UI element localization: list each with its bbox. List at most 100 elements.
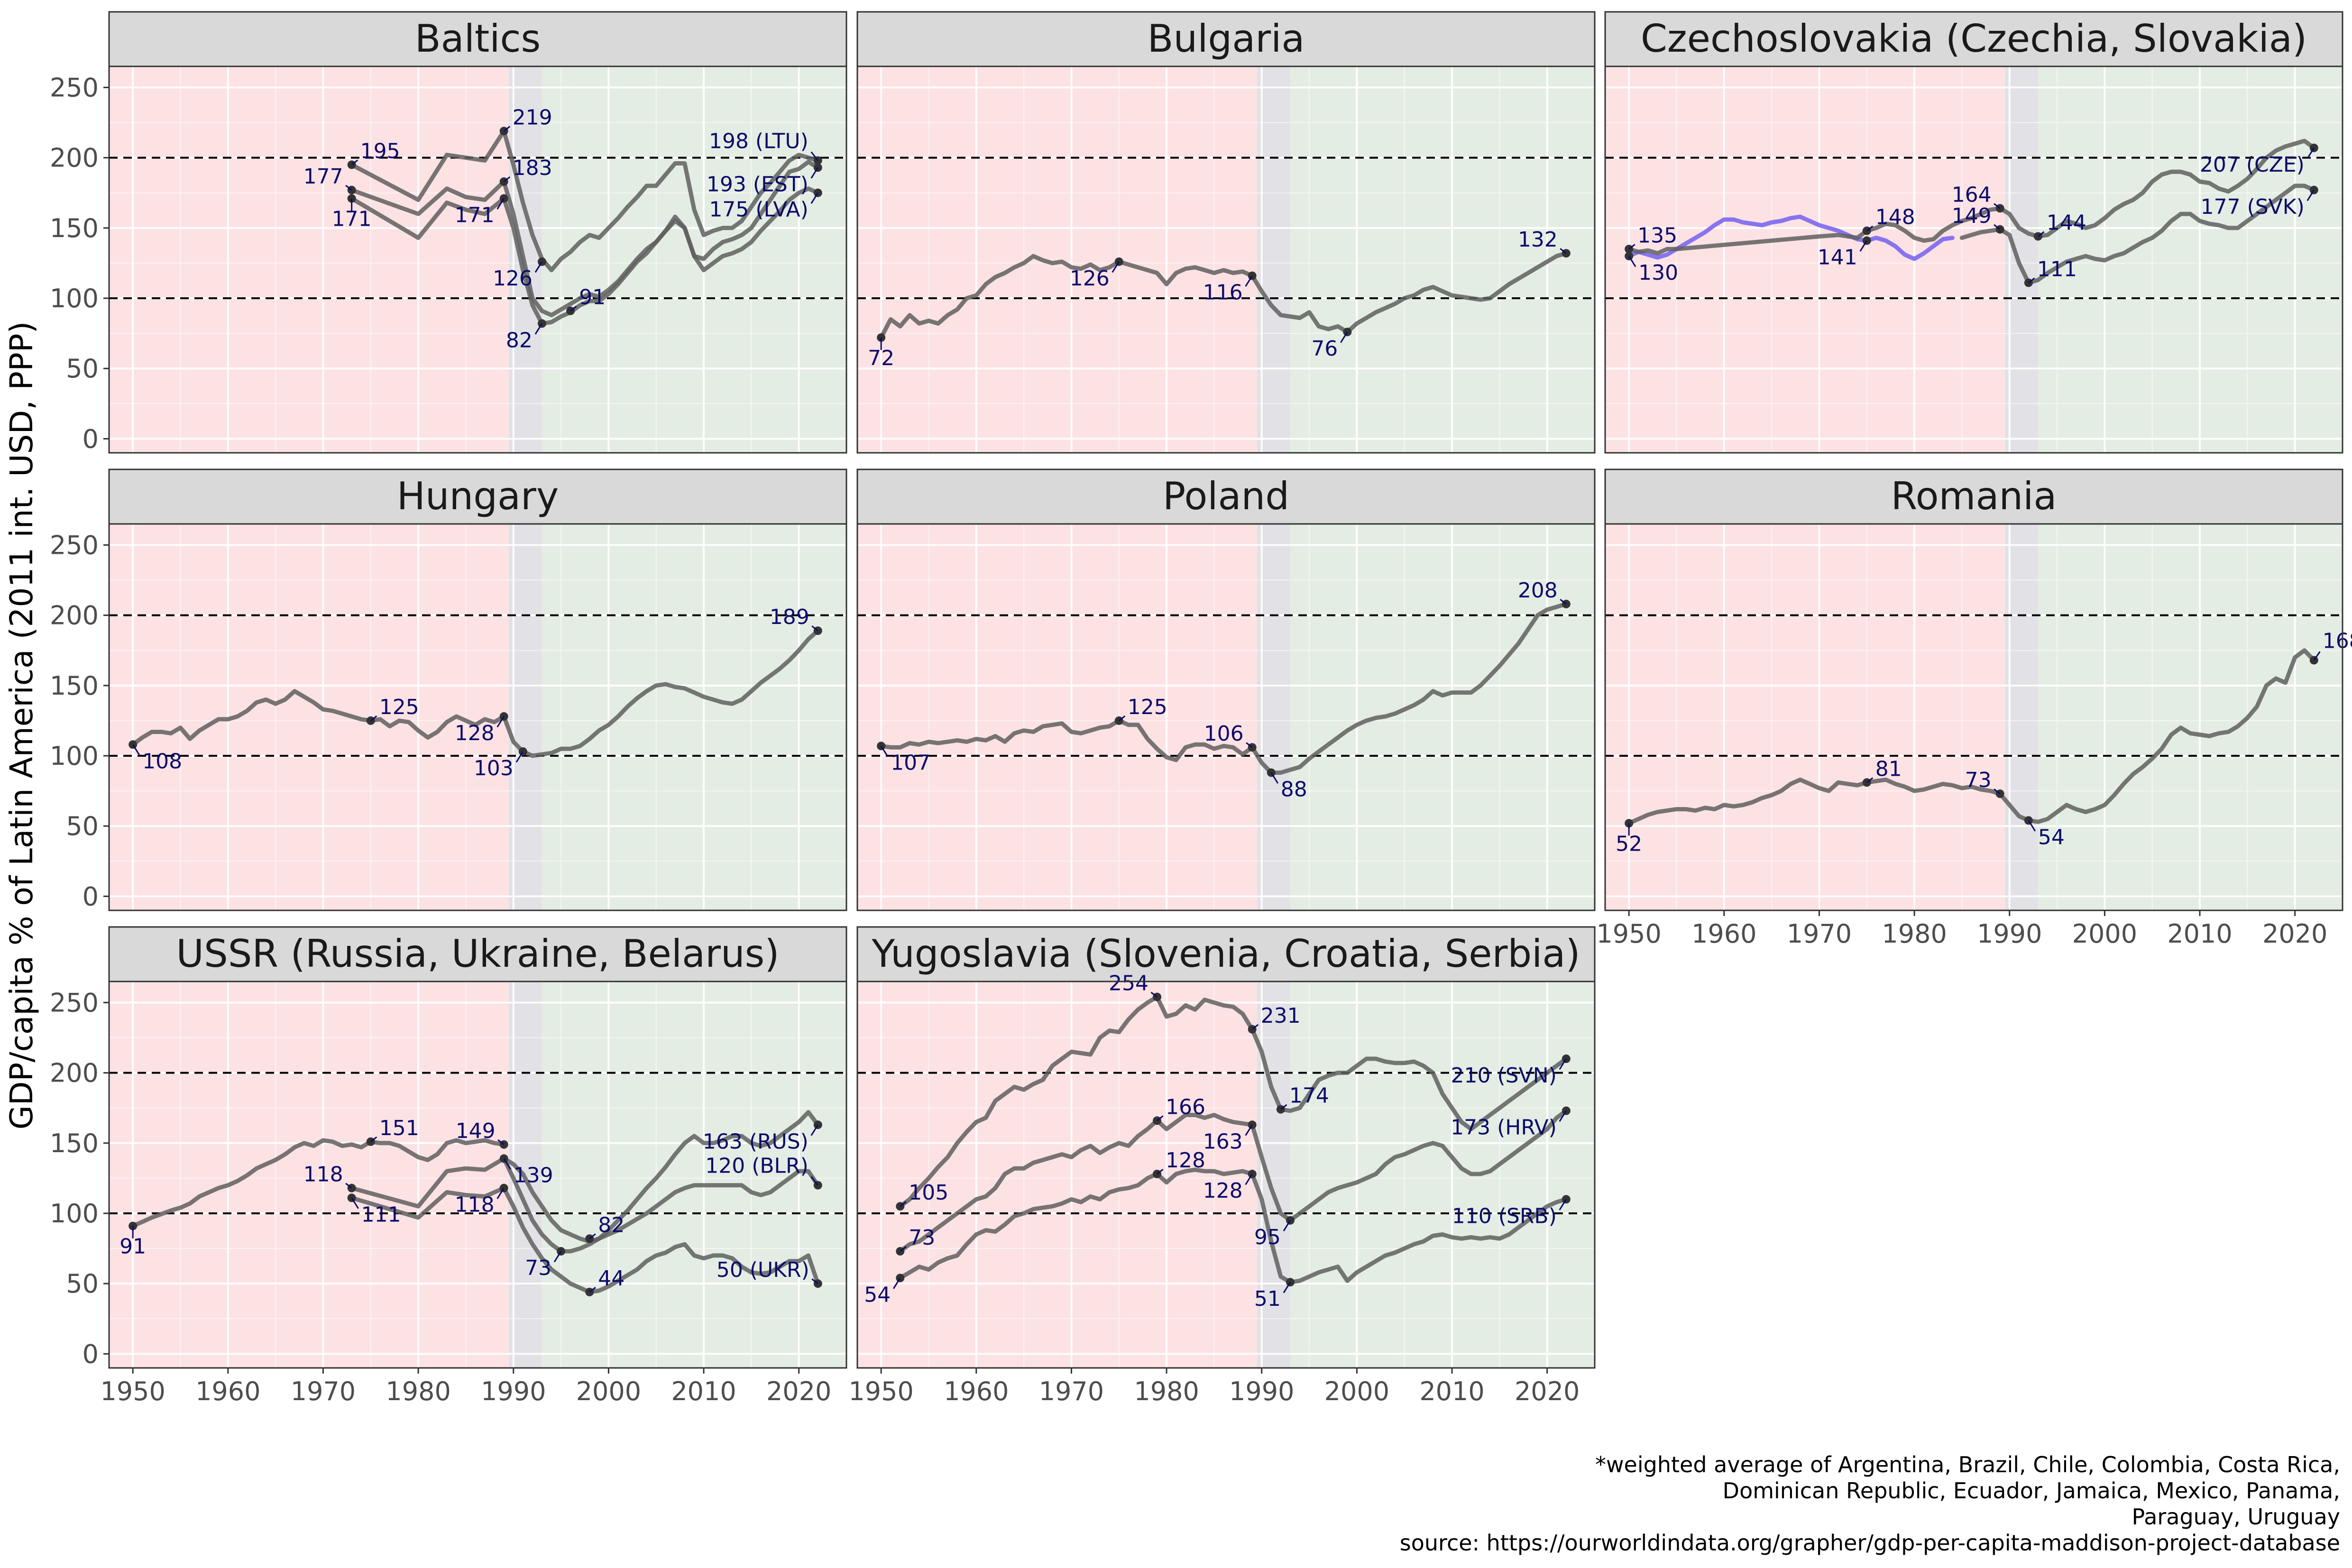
panel-title: USSR (Russia, Ukraine, Belarus) [176, 932, 779, 976]
y-tick-label: 0 [83, 881, 99, 911]
annotation-label: 163 [1203, 1129, 1243, 1154]
x-tick-label: 2010 [671, 1376, 736, 1406]
panel-title: Hungary [397, 474, 559, 518]
panel-strip [108, 468, 847, 525]
annotation-label: 210 (SVN) [1451, 1064, 1557, 1088]
annotation-leader [1340, 331, 1348, 343]
region-band [542, 524, 846, 910]
annotation-leader [880, 745, 889, 757]
x-tick-label: 2020 [1515, 1376, 1580, 1406]
x-tick-label: 1980 [386, 1376, 450, 1406]
annotation-label: 44 [598, 1266, 625, 1291]
y-tick-label: 150 [50, 1128, 99, 1158]
panel-frame [108, 65, 847, 454]
x-tick-label: 2020 [766, 1376, 831, 1406]
annotation-leader [1559, 1058, 1567, 1070]
x-tick-label: 1990 [1229, 1376, 1294, 1406]
annotation-label: 189 [770, 605, 809, 629]
annotation-leader [1118, 715, 1126, 722]
panel-title: Yugoslavia (Slovenia, Croatia, Serbia) [871, 932, 1580, 976]
panel-strip [108, 11, 847, 67]
annotation-leader [1559, 1199, 1567, 1210]
annotation-label: 118 [455, 1193, 495, 1217]
panel-frame [856, 981, 1596, 1369]
annotation-label: 177 (SVK) [2201, 195, 2305, 219]
annotation-label: 148 [1875, 205, 1915, 229]
annotation-label: 72 [868, 346, 894, 370]
panel-romania: Romania 52 81 73 54 168 1950 1960 1970 1980 1990 20… [1596, 468, 2352, 949]
region-band [1290, 66, 1595, 453]
region-band [2038, 524, 2343, 910]
annotation-label: 51 [1254, 1287, 1281, 1311]
annotation-label: 183 [513, 156, 552, 180]
x-tick-label: 1980 [1134, 1376, 1199, 1406]
annotation-leader [570, 305, 577, 312]
gridlines [1605, 524, 2343, 910]
annotation-leader [900, 1201, 907, 1207]
annotation-label: 198 (LTU) [709, 129, 808, 154]
panel-ussr: USSR (Russia, Ukraine, Belarus) 91 151 118 1… [50, 926, 847, 1406]
panel-plot-area [109, 981, 846, 1368]
series-line-ukr [349, 1186, 820, 1294]
annotation-leader [1251, 1024, 1259, 1030]
panel-strip [856, 468, 1596, 525]
panel-frame [856, 65, 1596, 454]
series-line-pol [879, 602, 1569, 775]
y-axis-label: GDP/capita % of Latin America (2011 int.… [3, 321, 40, 1130]
annotation-leader [370, 715, 377, 722]
annotation-label: 177 [303, 165, 343, 189]
annotation-label: 108 [142, 749, 182, 773]
panel-title: Bulgaria [1148, 17, 1305, 61]
region-band [1290, 524, 1595, 910]
annotation-leader [1628, 256, 1636, 267]
annotation-label: 88 [1281, 778, 1307, 802]
annotation-leader [496, 716, 505, 728]
y-tick-label: 50 [66, 811, 99, 841]
region-band [1290, 981, 1595, 1368]
annotation-leader [351, 159, 358, 165]
annotation-label: 111 [361, 1202, 401, 1227]
annotation-leader [1280, 1104, 1287, 1110]
panel-plot-area [109, 524, 846, 910]
series-line-srb [898, 1167, 1569, 1284]
annotation-leader [345, 184, 352, 191]
panel-strip [108, 926, 847, 982]
region-band [857, 981, 1257, 1368]
annotation-leader [810, 151, 818, 161]
x-tick-label: 1950 [100, 1376, 165, 1406]
series-line-svk [1959, 183, 2316, 285]
x-tick-label: 1980 [1882, 919, 1947, 949]
annotation-leader [1994, 224, 2001, 230]
y-tick-label: 200 [50, 601, 99, 631]
y-tick-label: 250 [50, 988, 99, 1018]
annotation-leader [1246, 742, 1253, 748]
annotation-label: 82 [598, 1213, 625, 1237]
annotation-leader [1283, 1282, 1291, 1293]
y-tick-label: 50 [66, 1269, 99, 1299]
annotation-label: 231 [1261, 1004, 1301, 1028]
annotation-leader [810, 1124, 819, 1136]
annotation-leader [1994, 789, 2001, 795]
annotation-leader [497, 1139, 505, 1145]
series-line-rou [1626, 648, 2316, 825]
y-tick-label: 150 [50, 213, 99, 243]
annotation-leader [589, 1286, 596, 1293]
annotation-label: 151 [379, 1116, 419, 1140]
panel-hungary: Hungary 108 125 128 103 189 0 50 100 150 200 250 [50, 468, 847, 911]
annotation-leader [534, 323, 543, 335]
gridlines [857, 524, 1595, 910]
region-band [1605, 66, 2005, 453]
panel-plot-area [857, 981, 1595, 1368]
annotation-label: 54 [2038, 825, 2065, 849]
x-tick-label: 1970 [291, 1376, 356, 1406]
annotation-leader [1150, 991, 1158, 998]
x-tick-label: 2000 [576, 1376, 641, 1406]
annotation-leader [534, 261, 543, 273]
annotation-label: 219 [513, 105, 552, 129]
annotation-label: 95 [1254, 1225, 1281, 1249]
region-band [2038, 66, 2343, 453]
annotation-leader [1866, 225, 1874, 231]
y-tick-label: 100 [50, 741, 99, 771]
annotation-label: 164 [1952, 183, 1992, 207]
